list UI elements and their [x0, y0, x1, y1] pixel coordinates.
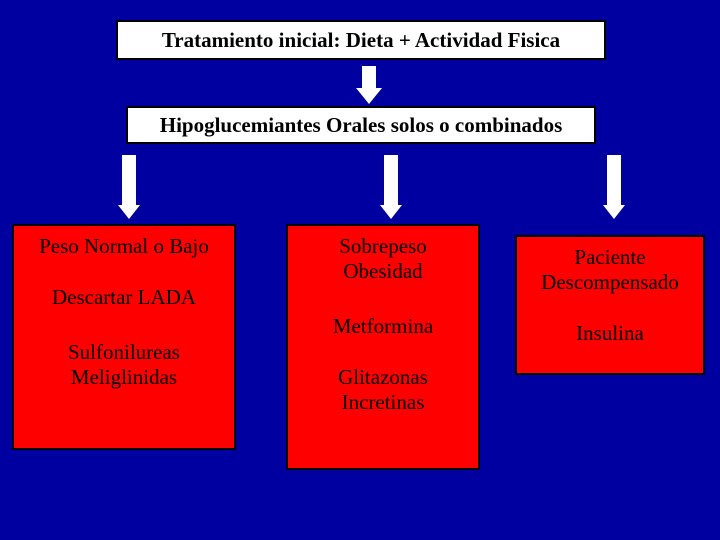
branch-center-title-1: Sobrepeso: [339, 234, 427, 259]
branch-right-title-2: Descompensado: [541, 270, 679, 295]
branch-left-drug-1: Sulfonilureas: [68, 340, 180, 365]
arrow-stem-icon: [607, 155, 621, 205]
arrow-stem-icon: [122, 155, 136, 205]
step-initial-treatment: Tratamiento inicial: Dieta + Actividad F…: [116, 20, 606, 60]
arrow-to-right-branch: [603, 155, 625, 219]
arrow-head-icon: [380, 205, 402, 219]
arrow-head-icon: [356, 88, 382, 104]
branch-center-drug-1: Metformina: [333, 314, 433, 339]
arrow-stem-icon: [362, 66, 376, 88]
branch-left-drug-2: Meliglinidas: [71, 365, 177, 390]
arrow-head-icon: [118, 205, 140, 219]
branch-right-drug-1: Insulina: [576, 321, 644, 346]
arrow-head-icon: [603, 205, 625, 219]
branch-center-drug-2: Glitazonas: [338, 365, 428, 390]
branch-decompensated-patient: Paciente Descompensado Insulina: [515, 235, 705, 375]
step-initial-treatment-text: Tratamiento inicial: Dieta + Actividad F…: [162, 28, 560, 53]
branch-left-note: Descartar LADA: [52, 285, 196, 310]
arrow-stem-icon: [384, 155, 398, 205]
branch-normal-low-weight: Peso Normal o Bajo Descartar LADA Sulfon…: [12, 224, 236, 450]
step-oral-hypoglycemics: Hipoglucemiantes Orales solos o combinad…: [126, 106, 596, 144]
branch-right-title-1: Paciente: [574, 245, 645, 270]
arrow-to-left-branch: [118, 155, 140, 219]
branch-center-drug-3: Incretinas: [342, 390, 425, 415]
arrow-top-to-mid: [356, 66, 382, 104]
step-oral-hypoglycemics-text: Hipoglucemiantes Orales solos o combinad…: [160, 113, 563, 138]
arrow-to-center-branch: [380, 155, 402, 219]
branch-overweight-obesity: Sobrepeso Obesidad Metformina Glitazonas…: [286, 224, 480, 470]
branch-center-title-2: Obesidad: [343, 259, 422, 284]
branch-left-title: Peso Normal o Bajo: [39, 234, 209, 259]
